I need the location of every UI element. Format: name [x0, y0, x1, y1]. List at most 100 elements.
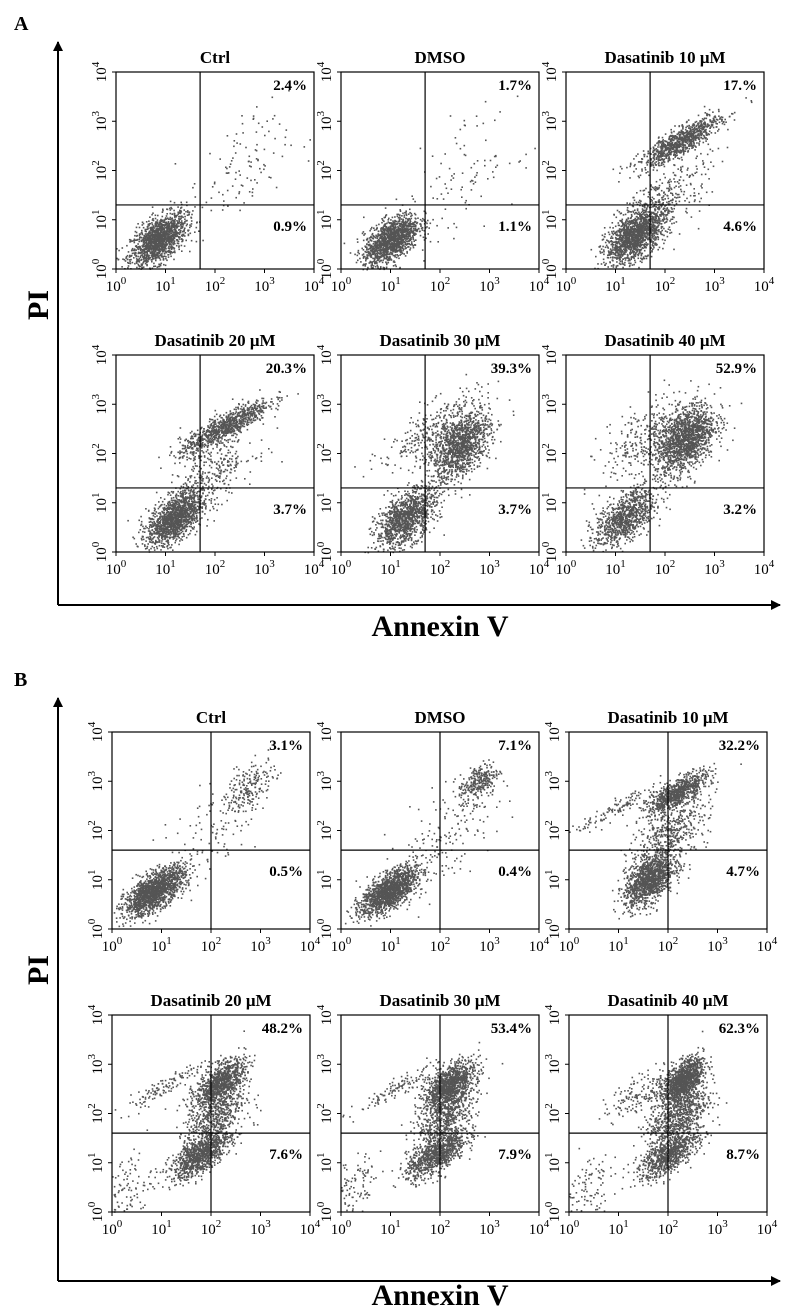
event-dot	[451, 175, 453, 177]
event-dot	[461, 172, 464, 174]
event-dot	[421, 220, 423, 222]
event-dot	[241, 122, 244, 125]
event-dot	[645, 231, 648, 234]
event-dot	[373, 249, 375, 251]
event-dot	[238, 170, 240, 172]
event-dot	[146, 236, 149, 238]
event-dot	[180, 211, 183, 213]
event-dot	[626, 247, 628, 249]
event-dot	[372, 234, 375, 237]
event-dot	[222, 193, 224, 196]
event-dot	[239, 143, 242, 145]
event-dot	[180, 224, 182, 226]
event-dot	[364, 245, 366, 248]
event-dot	[371, 233, 373, 236]
event-dot	[377, 235, 379, 238]
event-dot	[412, 225, 414, 228]
event-dot	[158, 257, 160, 259]
event-dot	[225, 166, 227, 169]
event-dot	[673, 216, 675, 219]
event-dot	[159, 220, 161, 222]
event-dot	[644, 239, 646, 242]
event-dot	[492, 176, 495, 179]
event-dot	[641, 208, 644, 210]
event-dot	[142, 226, 145, 229]
event-dot	[376, 237, 379, 240]
event-dot	[386, 253, 388, 256]
event-dot	[386, 245, 389, 248]
event-dot	[390, 238, 392, 240]
event-dot	[410, 217, 413, 220]
event-dot	[152, 212, 154, 214]
event-dot	[660, 225, 663, 228]
event-dot	[393, 246, 396, 249]
event-dot	[465, 199, 467, 202]
event-dot	[162, 227, 165, 230]
event-dot	[149, 238, 151, 240]
event-dot	[174, 230, 176, 232]
event-dot	[159, 229, 161, 231]
event-dot	[252, 117, 255, 120]
event-dot	[641, 258, 643, 260]
event-dot	[190, 225, 192, 227]
event-dot	[371, 249, 374, 252]
event-dot	[151, 255, 153, 258]
event-dot	[400, 249, 402, 252]
event-dot	[363, 216, 365, 219]
event-dot	[671, 222, 673, 225]
event-dot	[161, 219, 163, 222]
event-dot	[162, 242, 164, 245]
event-dot	[621, 224, 624, 227]
event-dot	[370, 240, 373, 242]
event-dot	[223, 200, 225, 202]
event-dot	[388, 239, 391, 242]
event-dot	[174, 226, 176, 229]
event-dot	[369, 244, 371, 246]
event-dot	[645, 219, 647, 222]
event-dot	[645, 225, 647, 228]
event-dot	[202, 239, 204, 242]
event-dot	[251, 195, 254, 197]
event-dot	[398, 242, 400, 244]
event-dot	[173, 236, 175, 239]
event-dot	[616, 257, 619, 259]
event-dot	[181, 240, 183, 243]
event-dot	[621, 238, 624, 241]
event-dot	[640, 257, 642, 260]
event-dot	[397, 226, 399, 228]
event-dot	[226, 135, 229, 137]
event-dot	[403, 240, 405, 243]
event-dot	[376, 253, 379, 256]
event-dot	[371, 226, 373, 229]
y-tick-label: 101	[90, 210, 110, 231]
event-dot	[116, 248, 118, 250]
event-dot	[402, 247, 404, 250]
event-dot	[178, 220, 181, 223]
event-dot	[382, 244, 384, 247]
event-dot	[169, 253, 172, 255]
event-dot	[392, 265, 395, 267]
event-dot	[124, 260, 127, 262]
event-dot	[629, 165, 631, 168]
event-dot	[619, 234, 622, 237]
event-dot	[642, 228, 644, 230]
event-dot	[400, 248, 402, 250]
event-dot	[173, 258, 175, 261]
event-dot	[635, 240, 638, 242]
event-dot	[409, 235, 411, 237]
event-dot	[144, 230, 147, 232]
event-dot	[379, 236, 382, 239]
event-dot	[285, 129, 288, 131]
event-dot	[658, 246, 661, 249]
event-dot	[384, 233, 386, 235]
event-dot	[405, 214, 408, 217]
event-dot	[406, 220, 409, 222]
event-dot	[398, 218, 401, 221]
event-dots	[116, 89, 311, 270]
event-dot	[663, 216, 665, 218]
event-dot	[376, 257, 379, 259]
event-dot	[384, 236, 387, 238]
event-dot	[622, 266, 624, 269]
event-dot	[134, 230, 137, 233]
event-dot	[394, 223, 396, 226]
